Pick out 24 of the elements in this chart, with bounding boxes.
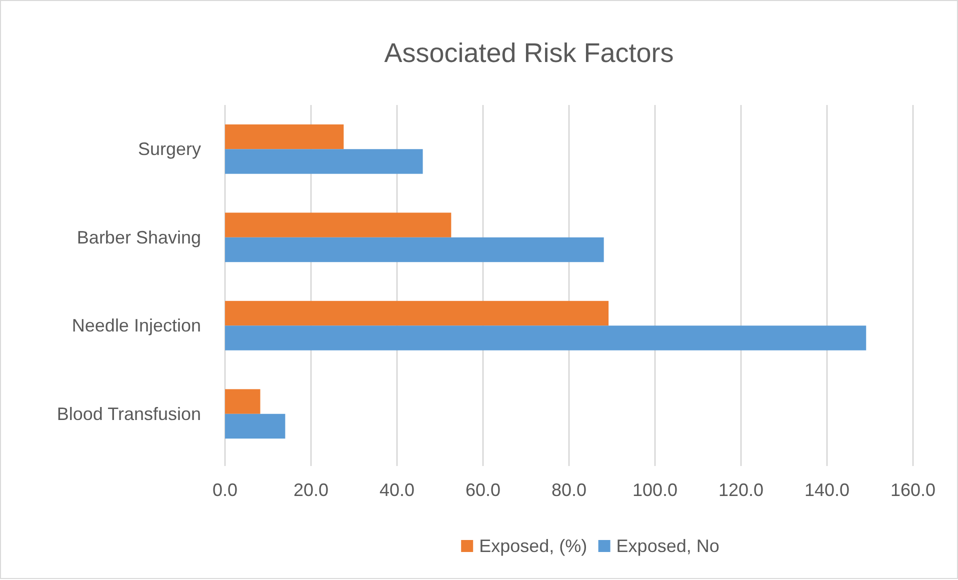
y-tick-label: Blood Transfusion	[56, 404, 201, 424]
y-tick-label: Needle Injection	[72, 316, 201, 336]
bar	[225, 300, 609, 326]
bar	[225, 326, 866, 350]
x-tick-label: 0.0	[212, 480, 238, 500]
x-tick-label: 100.0	[632, 480, 678, 500]
x-tick-label: 20.0	[293, 480, 329, 500]
legend-label: Exposed, (%)	[479, 536, 588, 556]
bar	[225, 124, 344, 150]
x-tick-label: 60.0	[465, 480, 501, 500]
x-tick-label: 120.0	[718, 480, 764, 500]
x-tick-label: 80.0	[551, 480, 587, 500]
bar	[225, 212, 452, 238]
x-tick-label: 140.0	[804, 480, 850, 500]
bar	[225, 149, 423, 174]
bar	[225, 414, 286, 439]
x-tick-label: 40.0	[379, 480, 415, 500]
bar	[225, 237, 604, 262]
legend-label: Exposed, No	[616, 536, 720, 556]
chart-title: Associated Risk Factors	[384, 38, 674, 68]
y-tick-label: Surgery	[138, 139, 201, 160]
bar	[225, 389, 260, 414]
y-tick-label: Barber Shaving	[76, 227, 201, 248]
x-tick-label: 160.0	[890, 480, 936, 500]
